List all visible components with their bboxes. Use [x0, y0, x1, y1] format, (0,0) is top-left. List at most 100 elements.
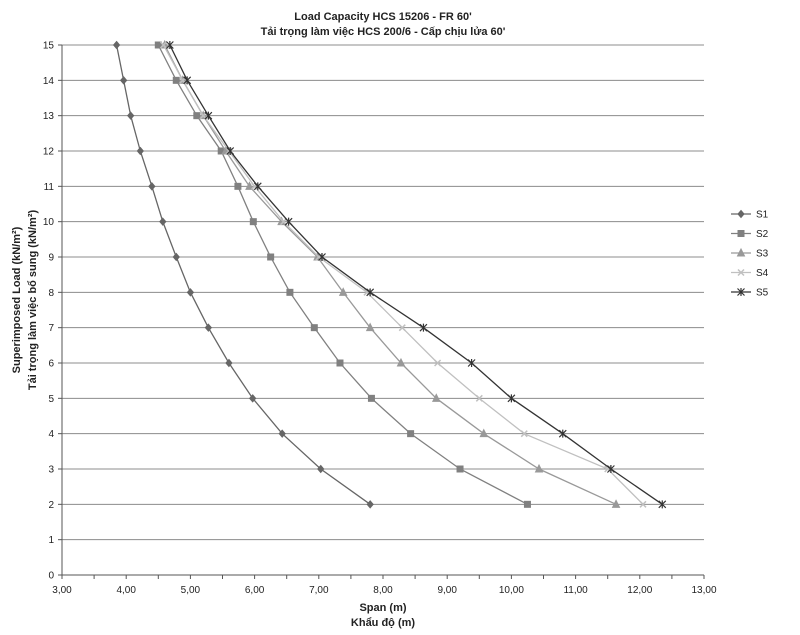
data-point — [434, 359, 442, 367]
y-tick-label: 10 — [43, 217, 55, 228]
grid-lines — [62, 44, 704, 541]
data-point — [204, 323, 213, 332]
data-point — [267, 253, 275, 261]
x-tick-label: 5,00 — [181, 585, 201, 596]
series-s5 — [165, 41, 667, 509]
legend-label: S5 — [756, 288, 769, 299]
data-point — [159, 41, 167, 49]
data-point — [234, 182, 242, 190]
data-point — [407, 430, 415, 438]
data-point — [658, 500, 667, 509]
data-point — [611, 499, 621, 508]
series-line — [164, 44, 617, 505]
legend-item-s2: S2 — [731, 229, 769, 240]
data-point — [165, 41, 174, 49]
data-point — [172, 252, 180, 262]
data-point — [365, 322, 375, 332]
data-point — [172, 76, 180, 84]
y-axis-label: Superimposed Load (kN/m²) — [11, 226, 23, 373]
legend-item-s5: S5 — [731, 288, 769, 299]
x-tick-label: 10,00 — [499, 585, 524, 596]
data-point — [737, 288, 745, 296]
data-point — [286, 288, 294, 296]
x-tick-label: 8,00 — [373, 585, 393, 596]
data-point — [366, 500, 374, 509]
x-tick-label: 11,00 — [563, 585, 588, 596]
axes — [58, 44, 705, 579]
data-point — [183, 76, 192, 85]
data-point — [159, 217, 167, 226]
data-point — [318, 253, 326, 261]
data-point — [225, 358, 233, 368]
data-point — [419, 323, 428, 332]
data-point — [249, 218, 257, 226]
y-tick-label: 7 — [48, 323, 54, 334]
data-point — [317, 464, 325, 474]
x-tick-label: 13,00 — [691, 585, 716, 596]
y-tick-label: 6 — [48, 359, 54, 370]
series-line — [115, 44, 371, 505]
data-point — [523, 500, 531, 508]
chart-subtitle: Tải trọng làm việc HCS 200/6 - Cấp chịu … — [261, 26, 506, 38]
data-point — [467, 359, 476, 367]
series-s1 — [112, 40, 374, 509]
data-point — [186, 288, 195, 297]
data-point — [456, 465, 464, 473]
legend-label: S2 — [756, 229, 769, 240]
data-point — [154, 41, 162, 49]
data-point — [119, 76, 128, 85]
x-tick-label: 12,00 — [627, 585, 652, 596]
data-point — [225, 147, 233, 155]
x-tick-label: 7,00 — [309, 585, 329, 596]
data-point — [112, 40, 121, 50]
y-tick-label: 13 — [43, 111, 55, 122]
y-tick-label: 8 — [48, 288, 54, 299]
series-s3 — [160, 39, 621, 508]
x-tick-label: 6,00 — [245, 585, 265, 596]
data-point — [639, 500, 647, 508]
x-tick-label: 3,00 — [52, 585, 72, 596]
series-line — [162, 44, 644, 505]
data-point — [606, 465, 615, 473]
data-point — [558, 429, 567, 438]
x-tick-labels: 3,00 4,00 5,00 6,00 7,00 8,00 9,00 10,00 11,00 12… — [52, 585, 717, 596]
data-point — [507, 394, 516, 403]
data-point — [479, 428, 489, 438]
x-axis-label-secondary: Khẩu độ (m) — [351, 617, 415, 629]
y-tick-label: 11 — [44, 182, 55, 193]
y-tick-label: 2 — [48, 500, 54, 511]
data-point — [336, 359, 344, 367]
y-tick-label: 5 — [48, 394, 54, 405]
y-tick-label: 1 — [48, 535, 54, 546]
series-group — [112, 39, 667, 509]
x-tick-label: 9,00 — [437, 585, 457, 596]
data-point — [736, 247, 746, 257]
data-point — [520, 430, 528, 438]
legend-item-s3: S3 — [731, 247, 769, 260]
data-point — [249, 394, 257, 403]
legend-item-s1: S1 — [731, 210, 769, 221]
y-axis-label-secondary: Tải trọng làm việc bổ sung (kN/m²) — [27, 210, 39, 391]
series-s4 — [159, 41, 647, 508]
legend-label: S4 — [756, 268, 769, 279]
y-tick-label: 15 — [43, 41, 55, 52]
legend-label: S1 — [756, 210, 769, 221]
legend: S1 S2 S3 S4 S5 — [731, 210, 769, 299]
data-point — [278, 429, 286, 438]
data-point — [148, 182, 156, 191]
y-tick-label: 9 — [48, 253, 54, 264]
data-point — [737, 268, 745, 277]
x-axis-label: Span (m) — [359, 602, 406, 614]
data-point — [367, 394, 375, 402]
data-point — [193, 112, 201, 120]
y-tick-label: 12 — [43, 147, 55, 158]
series-s2 — [154, 41, 531, 508]
data-point — [199, 112, 207, 120]
data-point — [245, 181, 254, 190]
legend-label: S3 — [756, 249, 769, 260]
data-point — [279, 218, 288, 226]
x-tick-label: 4,00 — [116, 585, 136, 596]
